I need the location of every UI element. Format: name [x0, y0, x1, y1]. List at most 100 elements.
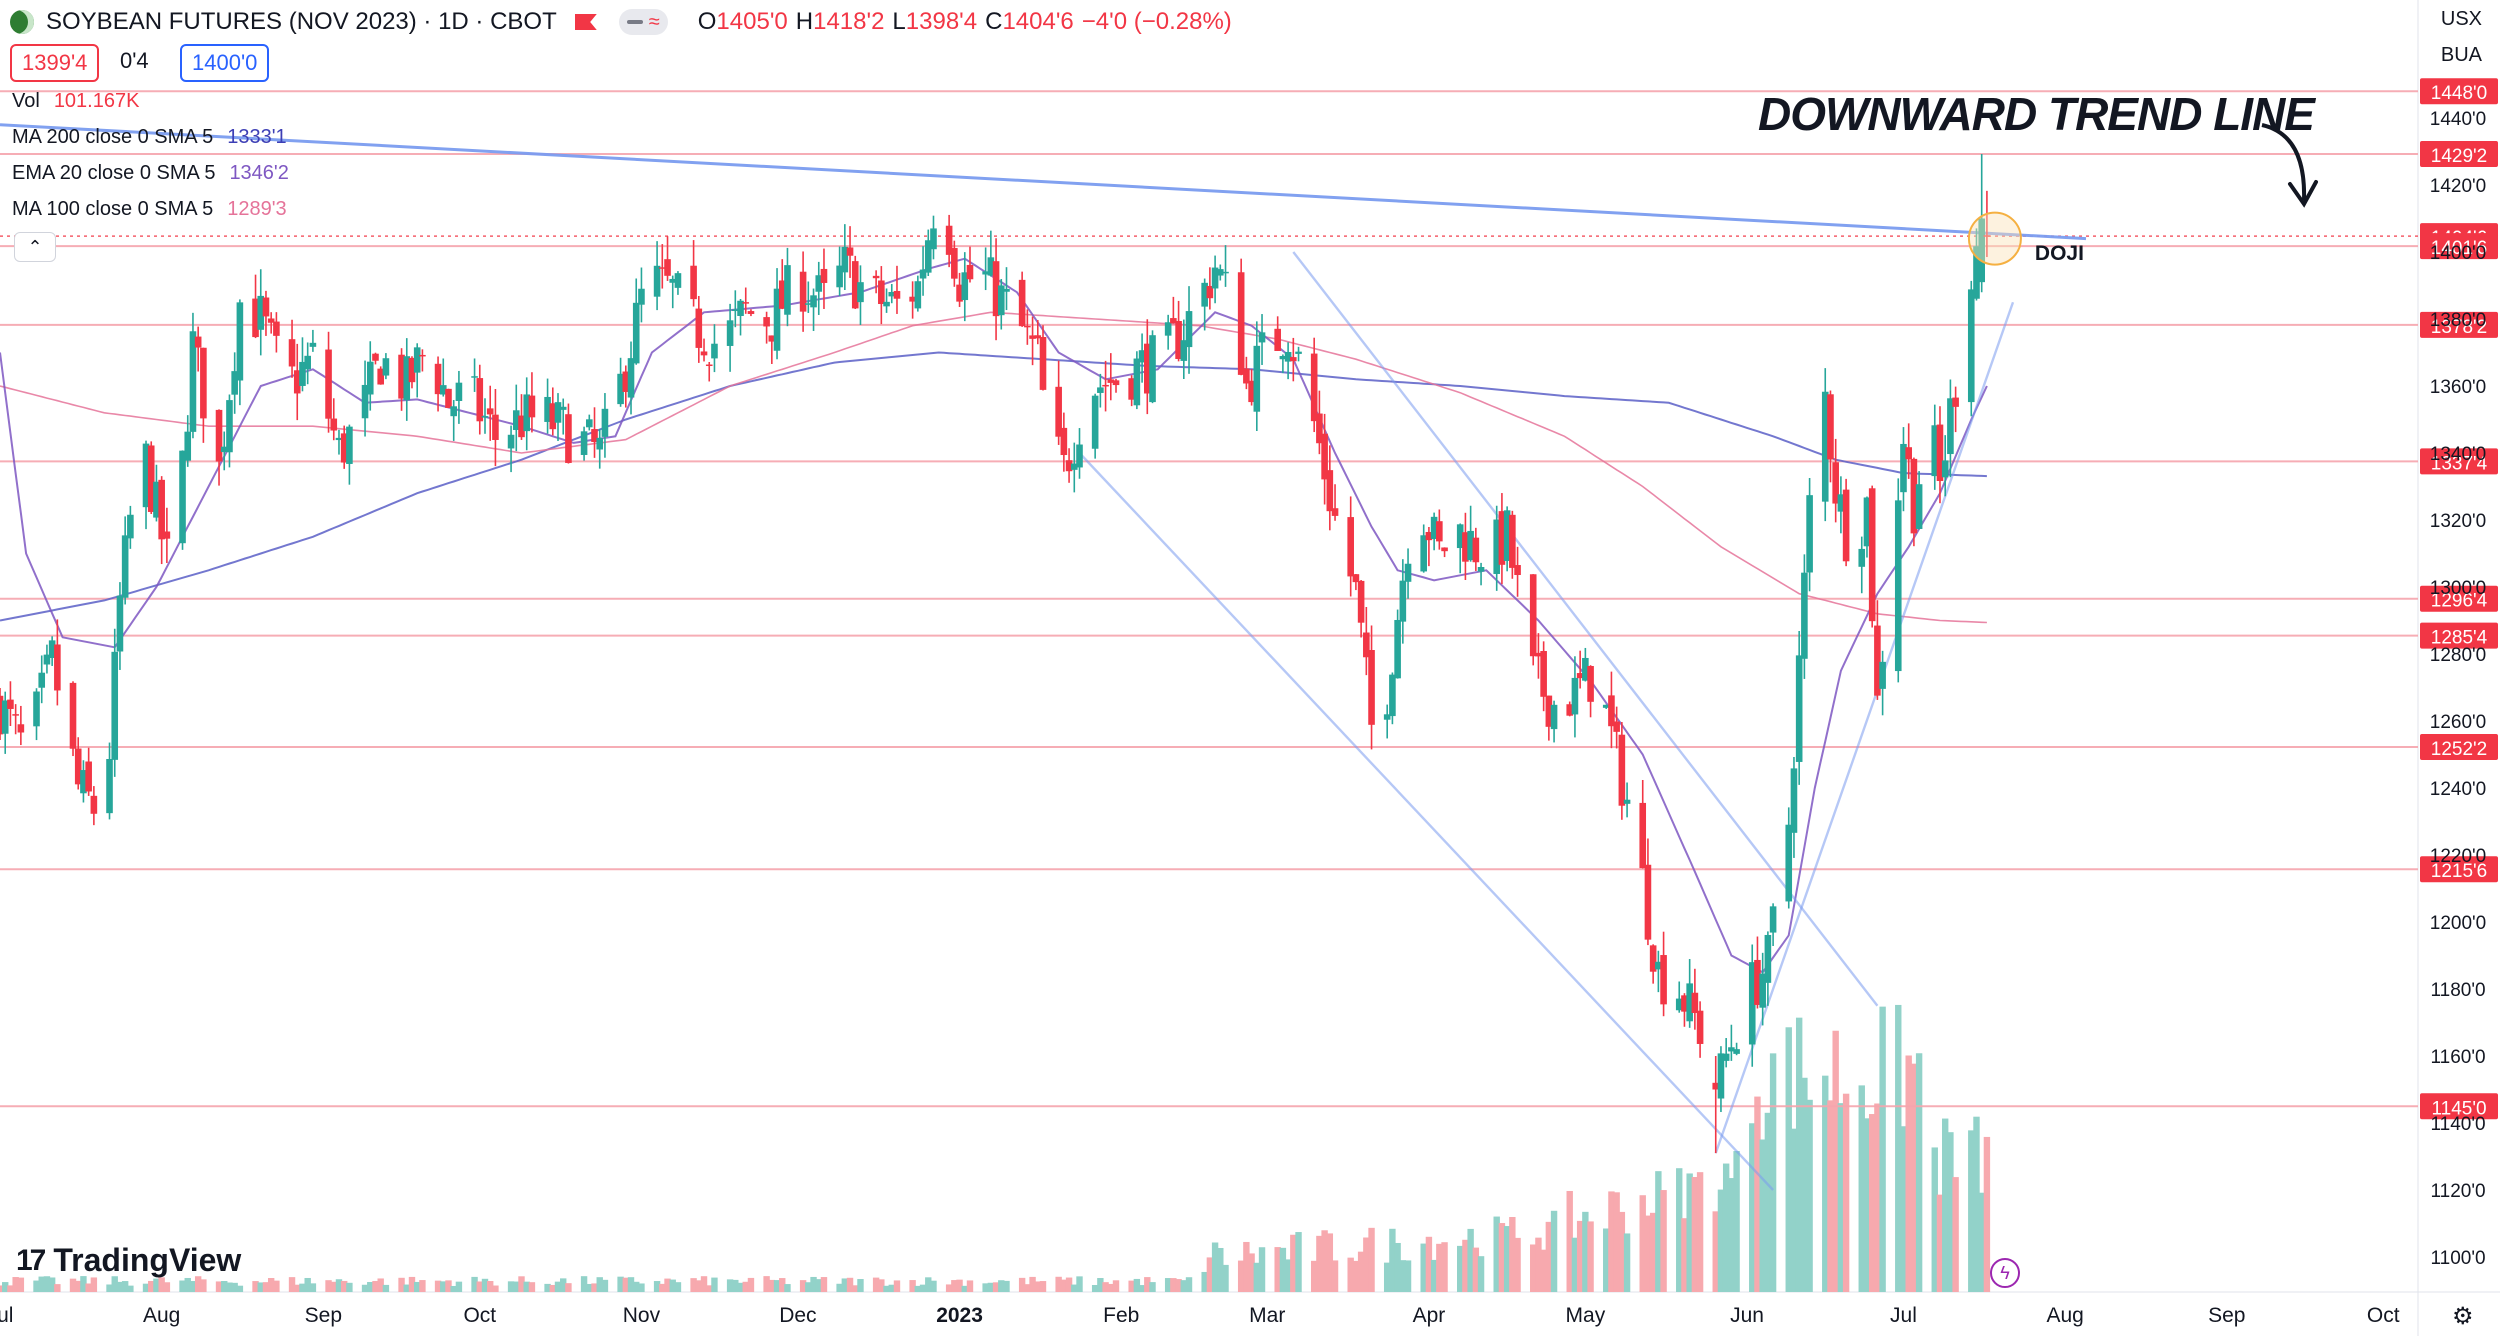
volume-bar — [768, 1279, 776, 1292]
approx-icon: ≈ — [648, 10, 660, 33]
legend-ema20[interactable]: EMA 20 close 0 SMA 5 1346'2 — [12, 162, 289, 185]
candle-body — [1649, 945, 1657, 972]
gear-icon[interactable]: ⚙ — [2452, 1303, 2474, 1330]
candle-body — [471, 376, 478, 378]
candle-body — [1295, 351, 1302, 354]
price-tick-label: 1280'0 — [2430, 645, 2486, 666]
volume-bar — [481, 1278, 489, 1292]
flag-icon[interactable] — [574, 14, 597, 30]
price-level-tag — [2420, 448, 2498, 475]
ask-button[interactable]: 1400'0 — [180, 44, 270, 82]
time-tick-label: Nov — [623, 1304, 661, 1327]
candle-body — [784, 265, 791, 315]
volume-bar — [1164, 1278, 1172, 1292]
candle-body — [1149, 335, 1156, 403]
volume-bar — [1175, 1279, 1182, 1292]
legend-volume[interactable]: Vol 101.167K — [12, 90, 139, 113]
time-tick-label: Aug — [143, 1304, 180, 1327]
candle-body — [1253, 345, 1261, 412]
candle-body — [523, 394, 531, 432]
candle-body — [836, 265, 843, 288]
unit-selector[interactable]: BUA — [2440, 44, 2482, 66]
volume-bar — [221, 1281, 228, 1292]
volume-bar — [111, 1276, 118, 1292]
lightning-icon[interactable]: ϟ — [1990, 1258, 2020, 1288]
ma200-value: 1333'1 — [227, 126, 287, 148]
candle-body — [330, 418, 338, 431]
volume-bar — [309, 1283, 317, 1292]
candle-body — [346, 426, 353, 464]
candle-body — [992, 261, 1000, 317]
candle-body — [1211, 267, 1219, 289]
volume-bar — [674, 1282, 682, 1292]
volume-bar — [659, 1283, 666, 1292]
candle-body — [1587, 666, 1594, 702]
candle-body — [85, 761, 92, 792]
volume-bar — [127, 1285, 134, 1292]
volume-bar — [1331, 1260, 1339, 1292]
tradingview-logo[interactable]: 17 TradingView — [16, 1242, 241, 1279]
volume-bar — [1248, 1253, 1255, 1292]
volume-bar — [1696, 1172, 1704, 1292]
candle-body — [872, 275, 880, 279]
volume-bar — [304, 1277, 311, 1292]
currency-selector[interactable]: USX — [2440, 8, 2482, 30]
volume-bar — [1321, 1230, 1328, 1292]
volume-bar — [700, 1276, 708, 1292]
volume-bar — [1180, 1280, 1188, 1292]
volume-bar — [518, 1276, 525, 1292]
candle-body — [878, 280, 885, 305]
candle-body — [1436, 521, 1443, 542]
candle-body — [1879, 661, 1886, 689]
candle-body — [1472, 537, 1480, 563]
candle-body — [1550, 704, 1558, 730]
volume-bar — [820, 1277, 828, 1292]
volume-bar — [1623, 1233, 1631, 1292]
candle-body — [1258, 332, 1266, 343]
candle-body — [1863, 497, 1871, 547]
moving-average-line — [0, 351, 1987, 622]
indicator-toggle[interactable]: ≈ — [618, 9, 668, 35]
volume-bar — [627, 1277, 635, 1292]
candle-body — [1858, 548, 1866, 567]
volume-bar — [1754, 1096, 1761, 1292]
time-tick-label: Mar — [1249, 1304, 1285, 1327]
candle-body — [1024, 325, 1031, 328]
candle-body — [1352, 574, 1360, 583]
candle-body — [799, 271, 807, 312]
legend-ma200[interactable]: MA 200 close 0 SMA 5 1333'1 — [12, 126, 287, 149]
candle-body — [924, 240, 932, 273]
volume-bar — [1571, 1237, 1579, 1292]
volume-bar — [1347, 1257, 1354, 1292]
candle-body — [179, 450, 186, 544]
candle-body — [1128, 378, 1135, 400]
volume-bar — [1509, 1216, 1516, 1292]
candle-body — [1967, 289, 1975, 403]
volume-bar — [1243, 1241, 1250, 1292]
volume-bar — [1952, 1177, 1959, 1292]
candle-body — [1910, 458, 1918, 534]
candle-body — [1175, 320, 1182, 359]
candle-body — [90, 795, 98, 814]
symbol-title[interactable]: SOYBEAN FUTURES (NOV 2023) · 1D · CBOT — [46, 8, 557, 35]
price-level-label: 1401'6 — [2431, 238, 2487, 259]
candle-body — [486, 408, 494, 415]
candle-body — [1164, 322, 1172, 336]
volume-bar — [554, 1281, 562, 1292]
ma100-label: MA 100 close 0 SMA 5 — [12, 198, 214, 220]
trend-line — [0, 123, 2087, 241]
volume-bar — [653, 1281, 661, 1292]
volume-bar — [1133, 1278, 1141, 1292]
volume-bar — [184, 1277, 191, 1292]
time-tick-label: May — [1566, 1304, 1606, 1327]
candle-body — [12, 714, 19, 716]
candle-body — [653, 265, 661, 297]
bid-button[interactable]: 1399'4 — [10, 44, 100, 82]
volume-bar — [1733, 1151, 1740, 1292]
volume-bar — [810, 1276, 817, 1292]
volume-bar — [528, 1282, 536, 1292]
candle-body — [1900, 443, 1907, 493]
collapse-legend-button[interactable]: ⌃ — [14, 232, 56, 262]
legend-ma100[interactable]: MA 100 close 0 SMA 5 1289'3 — [12, 198, 287, 221]
